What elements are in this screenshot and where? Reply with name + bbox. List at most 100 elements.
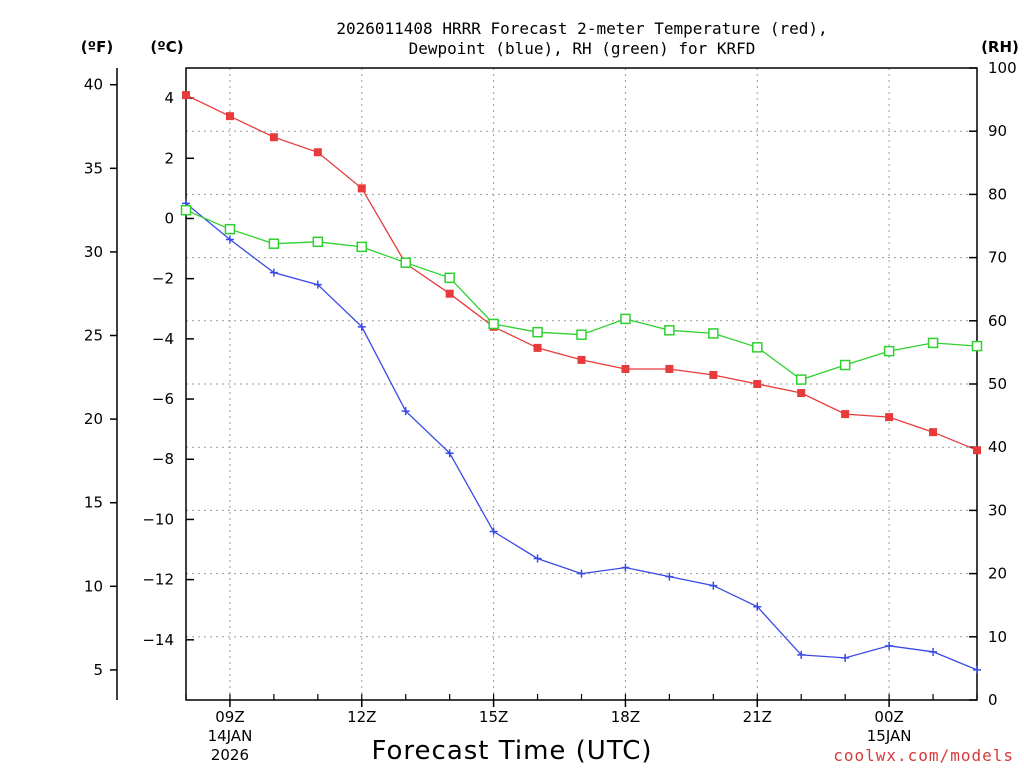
temperature-point: [621, 364, 630, 373]
gridlines: [186, 68, 977, 700]
temperature-point: [885, 413, 894, 422]
rh-tick-label: 70: [988, 249, 1007, 267]
rh-tick-label: 80: [988, 185, 1007, 203]
fahrenheit-tick-label: 35: [84, 159, 103, 177]
dewpoint-point: [533, 554, 542, 563]
rh-point: [356, 241, 368, 253]
temperature-point: [709, 370, 718, 379]
celsius-tick-label: −4: [152, 330, 174, 348]
rh-point: [927, 337, 939, 349]
rh-tick-label: 40: [988, 438, 1007, 456]
celsius-tick-label: −8: [152, 450, 174, 468]
dewpoint-point: [929, 647, 938, 656]
rh-tick-label: 60: [988, 312, 1007, 330]
fahrenheit-tick-label: 15: [84, 494, 103, 512]
rh-line: [185, 209, 978, 381]
dewpoint-point: [885, 641, 894, 650]
dewpoint-point: [753, 602, 762, 611]
rh-point: [180, 204, 192, 216]
fahrenheit-tick-label: 30: [84, 243, 103, 261]
credit-text: coolwx.com/models: [833, 746, 1014, 765]
dewpoint-point: [489, 527, 498, 536]
temperature-line: [185, 94, 978, 451]
rh-point: [752, 342, 763, 353]
axis-tick-labels: 420−2−4−6−8−10−12−1440353025201510501020…: [84, 59, 1017, 764]
temperature-point: [929, 428, 938, 437]
celsius-tick-label: 4: [164, 89, 174, 107]
rh-point: [576, 329, 587, 340]
dewpoint-line: [185, 202, 978, 671]
dewpoint-point: [269, 268, 278, 277]
fahrenheit-unit-label: (ºF): [81, 38, 113, 56]
rh-point: [444, 272, 455, 284]
temperature-point: [533, 343, 542, 352]
x-axis-title: Forecast Time (UTC): [371, 736, 652, 766]
rh-tick-label: 100: [988, 59, 1017, 77]
temperature-point: [225, 112, 234, 121]
rh-point: [795, 374, 807, 385]
rh-tick-label: 50: [988, 375, 1007, 393]
x-tick-label: 12Z: [347, 708, 376, 726]
rh-point: [839, 359, 851, 371]
x-tick-label: 09Z: [215, 708, 244, 726]
rh-point: [268, 238, 280, 249]
rh-point: [708, 328, 719, 339]
x-tick-label: 15Z: [479, 708, 508, 726]
x-tick-date-label: 15JAN: [867, 727, 912, 745]
temperature-point: [797, 389, 806, 398]
rh-point: [883, 345, 895, 357]
temperature-point: [753, 380, 762, 388]
rh-tick-label: 90: [988, 122, 1007, 140]
x-tick-label: 18Z: [611, 708, 640, 726]
x-tick-label: 00Z: [874, 708, 903, 726]
dewpoint-point: [357, 322, 366, 331]
rh-point: [224, 223, 236, 235]
dewpoint-point: [445, 449, 454, 458]
dewpoint-point: [313, 280, 322, 289]
rh-tick-label: 10: [988, 628, 1007, 646]
celsius-tick-label: −6: [152, 390, 174, 408]
x-tick-label: 21Z: [743, 708, 772, 726]
temperature-point: [313, 148, 322, 157]
rh-unit-label: (RH): [981, 38, 1019, 56]
dewpoint-point: [797, 650, 806, 659]
dewpoint-point: [401, 407, 410, 416]
fahrenheit-tick-label: 10: [84, 577, 103, 595]
dewpoint-point: [577, 569, 586, 578]
celsius-tick-label: −10: [142, 510, 174, 528]
celsius-tick-label: −12: [142, 571, 174, 589]
rh-point: [400, 257, 411, 268]
dewpoint-point: [621, 563, 630, 572]
temperature-point: [841, 410, 850, 419]
fahrenheit-tick-label: 40: [84, 76, 103, 94]
rh-point: [312, 236, 324, 248]
celsius-tick-label: 2: [164, 149, 174, 167]
rh-point: [532, 326, 543, 338]
fahrenheit-tick-label: 20: [84, 410, 103, 428]
rh-tick-label: 30: [988, 501, 1007, 519]
celsius-tick-label: −2: [152, 270, 174, 288]
temperature-point: [182, 91, 190, 100]
rh-point: [620, 313, 631, 325]
dewpoint-point: [973, 665, 981, 674]
x-tick-date-label: 14JAN: [208, 727, 253, 745]
celsius-tick-label: −14: [142, 631, 174, 649]
celsius-unit-label: (ºC): [150, 38, 183, 56]
x-tick-year-label: 2026: [211, 746, 249, 764]
temperature-point: [973, 446, 981, 455]
dewpoint-point: [225, 235, 234, 244]
temperature-point: [269, 133, 278, 142]
celsius-tick-label: 0: [164, 209, 174, 227]
data-series: [180, 91, 983, 674]
temperature-point: [665, 364, 674, 373]
temperature-point: [577, 355, 586, 364]
rh-tick-label: 20: [988, 565, 1007, 583]
rh-point: [488, 318, 499, 330]
rh-tick-label: 0: [988, 691, 998, 709]
temperature-point: [357, 184, 366, 193]
fahrenheit-tick-label: 5: [93, 661, 103, 679]
temperature-point: [445, 289, 454, 298]
rh-point: [971, 340, 983, 352]
chart-title-line2: Dewpoint (blue), RH (green) for KRFD: [409, 39, 756, 58]
